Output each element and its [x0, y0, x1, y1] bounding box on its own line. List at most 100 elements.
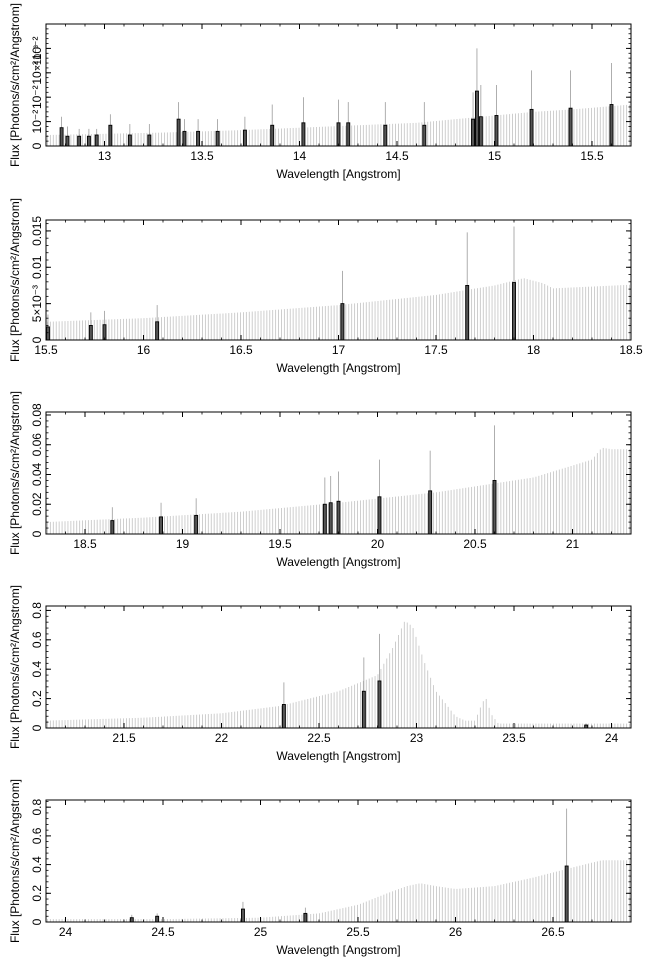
x-axis-title: Wavelength [Angstrom] [276, 555, 400, 569]
data-bar [512, 282, 516, 341]
data-bar [127, 134, 132, 147]
data-bar [465, 285, 470, 341]
y-tick-label: 0.4 [30, 661, 44, 678]
data-bar [478, 116, 483, 147]
y-tick-label: 0.02 [30, 492, 44, 516]
y-tick-label: 0.01 [30, 255, 44, 279]
data-bar [322, 503, 327, 535]
y-tick-label: 0.6 [30, 827, 44, 844]
data-bar [270, 124, 275, 147]
y-tick-label: 0.2 [30, 690, 44, 707]
data-bar [110, 520, 115, 535]
y-axis-title: Flux [Photons/s/cm²/Angstrom] [8, 198, 22, 362]
plot-frame [45, 219, 632, 341]
x-axis-title: Wavelength [Angstrom] [276, 167, 400, 181]
x-tick-label: 15.5 [580, 149, 604, 163]
y-tick-label: 10⁻² [30, 61, 44, 85]
x-tick-label: 18.5 [619, 343, 643, 357]
x-tick-label: 25.5 [346, 925, 370, 939]
y-tick-label: 0.4 [30, 856, 44, 873]
y-tick-label: 10⁻² [30, 110, 44, 134]
y-tick-label: 0.6 [30, 631, 44, 648]
data-bar [281, 704, 286, 729]
x-tick-label: 13.5 [190, 149, 214, 163]
data-bar [529, 108, 534, 147]
data-bar [94, 134, 99, 147]
x-tick-label: 17 [332, 343, 346, 357]
data-bar [46, 326, 50, 341]
data-bar [182, 130, 187, 147]
y-tick-label: 0 [30, 530, 44, 537]
y-axis-title: Flux [Photons/s/cm²/Angstrom] [8, 3, 22, 167]
data-bar [155, 915, 160, 923]
y-tick-label: 0.2 [30, 885, 44, 902]
data-bar [242, 129, 247, 147]
x-tick-label: 20 [371, 537, 385, 551]
y-exponent-label: ×10⁻³ [33, 45, 44, 71]
x-tick-label: 22 [215, 731, 229, 745]
x-tick-label: 13 [98, 149, 112, 163]
data-bar [377, 680, 382, 729]
x-axis-title: Wavelength [Angstrom] [276, 943, 400, 957]
spectrum-panel-2: 15.5 16 16.5 17 17.5 18 18.5 0 5×10⁻³ 0.01 0.015 Wa… [8, 198, 643, 375]
y-tick-label: 10⁻² [30, 85, 44, 109]
x-tick-label: 16 [137, 343, 151, 357]
x-tick-label: 26 [449, 925, 463, 939]
y-tick-label: 10⁻² [30, 37, 44, 61]
data-bar [65, 135, 70, 147]
data-bar [301, 122, 306, 147]
data-bar [340, 303, 345, 341]
data-bar [568, 107, 573, 147]
y-tick-label: 0.04 [30, 462, 44, 486]
data-bar [303, 912, 308, 923]
data-bar [176, 118, 181, 147]
data-bar [215, 130, 220, 147]
x-tick-label: 21.5 [112, 731, 136, 745]
x-tick-label: 22.5 [307, 731, 331, 745]
x-tick-label: 24 [605, 731, 619, 745]
data-bar [88, 325, 93, 341]
x-tick-label: 14.5 [385, 149, 409, 163]
y-tick-label: 0.06 [30, 433, 44, 457]
spectrum-panel-5: 24 24.5 25 25.5 26 26.5 0 0.2 0.4 0.6 0.8 Wavelengt… [8, 779, 632, 957]
y-tick-label: 5×10⁻³ [30, 285, 44, 322]
spectrum-panel-4: 21.5 22 22.5 23 23.5 24 0 0.2 0.4 0.6 0.8 Wavelengt… [8, 585, 632, 763]
x-tick-label: 14 [293, 149, 307, 163]
y-tick-label: 0 [30, 336, 44, 343]
y-axis-title: Flux [Photons/s/cm²/Angstrom] [8, 779, 22, 943]
data-bar [147, 134, 152, 147]
data-bar [194, 514, 199, 535]
data-bar [155, 321, 160, 341]
data-bar [240, 908, 245, 923]
y-tick-label: 0.8 [30, 799, 44, 816]
data-bar [129, 917, 134, 923]
data-bar [336, 500, 341, 535]
spectrum-panel-1: 13 13.5 14 14.5 15 15.5010⁻²10⁻²10⁻²10⁻²×10⁻³… [8, 3, 632, 181]
data-bar [196, 130, 201, 147]
data-bar [77, 135, 82, 147]
y-axis-title: Flux [Photons/s/cm²/Angstrom] [8, 391, 22, 555]
x-axis-title: Wavelength [Angstrom] [276, 361, 400, 375]
y-tick-label: 0.8 [30, 602, 44, 619]
data-bar [609, 104, 614, 147]
x-axis-title: Wavelength [Angstrom] [276, 749, 400, 763]
x-tick-label: 18.5 [73, 537, 97, 551]
data-bar [346, 122, 351, 147]
data-bar [86, 135, 91, 147]
x-tick-label: 20.5 [463, 537, 487, 551]
y-tick-label: 0 [30, 918, 44, 925]
x-tick-label: 16.5 [229, 343, 253, 357]
data-bar [328, 502, 333, 535]
x-tick-label: 18 [527, 343, 541, 357]
data-bar [377, 496, 382, 535]
data-bar [422, 124, 427, 147]
data-bar [492, 479, 497, 535]
data-bar [383, 124, 388, 147]
x-tick-label: 24.5 [151, 925, 175, 939]
plot-frame [45, 605, 632, 729]
data-bar [159, 516, 164, 535]
data-bar [59, 127, 64, 147]
x-tick-label: 26.5 [541, 925, 565, 939]
x-tick-label: 24 [59, 925, 73, 939]
spectrum-panel-3: 18.5 19 19.5 20 20.5 21 0 0.02 0.04 0.06 0.08 Wavel… [8, 391, 632, 569]
